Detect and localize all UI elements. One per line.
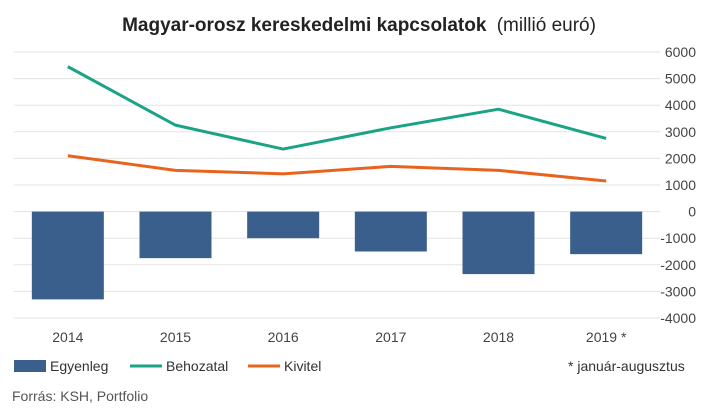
- x-tick-label: 2016: [268, 329, 299, 345]
- y-tick-label: -2000: [660, 257, 696, 273]
- x-tick-label: 2017: [375, 329, 406, 345]
- y-tick-label: -1000: [660, 230, 696, 246]
- x-tick-label: 2015: [160, 329, 191, 345]
- legend-swatch-egyenleg: [14, 360, 46, 372]
- y-tick-label: 5000: [665, 71, 696, 87]
- y-tick-label: 6000: [665, 44, 696, 60]
- bar-egyenleg: [354, 211, 427, 252]
- chart-subtitle: (millió euró): [497, 15, 596, 36]
- legend-label-kivitel: Kivitel: [284, 358, 321, 374]
- legend: Egyenleg Behozatal Kivitel: [14, 358, 321, 374]
- y-tick-label: 1000: [665, 177, 696, 193]
- line-kivitel: [67, 154, 607, 183]
- bar-egyenleg: [31, 211, 104, 300]
- x-tick-label: 2014: [52, 329, 83, 345]
- y-tick-label: 3000: [665, 124, 696, 140]
- legend-label-behozatal: Behozatal: [166, 358, 228, 374]
- x-axis-ticks: 2014 2015 2016 2017 2018 2019 *: [52, 329, 627, 345]
- y-tick-label: 0: [688, 204, 696, 220]
- lines: [67, 65, 607, 183]
- legend-label-egyenleg: Egyenleg: [50, 358, 108, 374]
- chart-title: Magyar-orosz kereskedelmi kapcsolatok: [122, 15, 487, 36]
- x-tick-label: 2019 *: [586, 329, 627, 345]
- bar-egyenleg: [247, 211, 320, 239]
- gridlines: [14, 51, 660, 319]
- y-tick-label: -3000: [660, 283, 696, 299]
- bar-egyenleg: [462, 211, 535, 275]
- x-tick-label: 2018: [483, 329, 514, 345]
- bar-egyenleg: [139, 211, 212, 259]
- chart-title-group: Magyar-orosz kereskedelmi kapcsolatok (m…: [122, 15, 596, 36]
- y-tick-label: 2000: [665, 150, 696, 166]
- chart-source: Forrás: KSH, Portfolio: [12, 388, 148, 404]
- chart-note: * január-augusztus: [568, 358, 685, 374]
- y-axis-ticks: 6000 5000 4000 3000 2000 1000 0 -1000 -2000 -3000…: [660, 44, 696, 326]
- y-tick-label: 4000: [665, 97, 696, 113]
- bar-egyenleg: [570, 211, 643, 255]
- bars-egyenleg: [31, 211, 643, 300]
- line-behozatal: [67, 65, 607, 151]
- y-tick-label: -4000: [660, 310, 696, 326]
